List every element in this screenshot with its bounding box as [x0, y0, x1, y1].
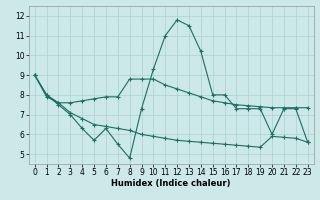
X-axis label: Humidex (Indice chaleur): Humidex (Indice chaleur) — [111, 179, 231, 188]
